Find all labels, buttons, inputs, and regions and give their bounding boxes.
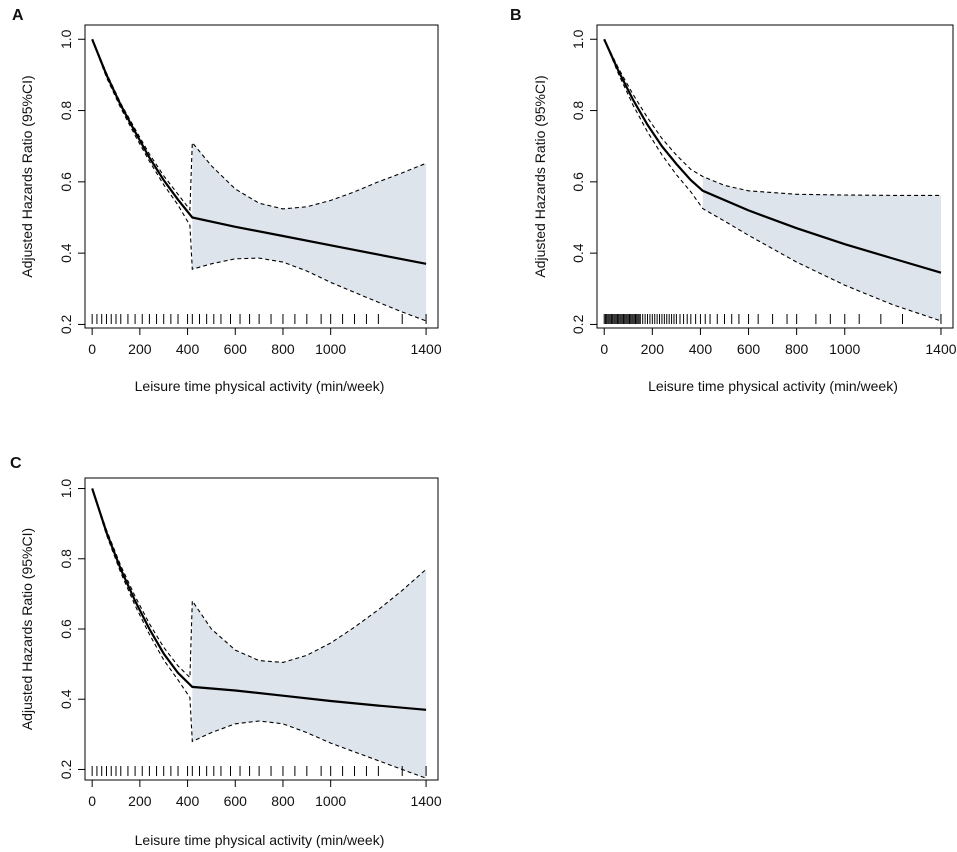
- x-tick-label: 0: [88, 793, 96, 809]
- panel-letter: A: [12, 7, 24, 24]
- ci-band: [192, 569, 427, 779]
- panel-letter: C: [10, 455, 22, 472]
- x-tick-label: 1400: [925, 341, 956, 357]
- x-tick-label: 200: [128, 341, 152, 357]
- ci-upper-line: [603, 39, 941, 196]
- y-tick-label: 0.2: [570, 314, 586, 334]
- panel-letter: B: [510, 7, 522, 24]
- y-tick-label: 1.0: [58, 479, 74, 499]
- y-tick-label: 0.2: [58, 314, 74, 334]
- y-tick-label: 0.6: [570, 172, 586, 192]
- x-tick-label: 200: [641, 341, 665, 357]
- plot-frame: [84, 24, 439, 329]
- chart-panel-b: B 0 200 400 600 800 1000 1400 0.2 0.4 0.6 0.8 1.0 Lei…: [510, 7, 957, 394]
- x-tick-label: 1400: [410, 341, 441, 357]
- y-axis-label: Adjusted Hazards Ratio (95%CI): [532, 75, 548, 277]
- x-tick-label: 600: [737, 341, 761, 357]
- x-tick-label: 0: [600, 341, 608, 357]
- x-tick-label: 600: [224, 793, 248, 809]
- y-tick-label: 0.8: [58, 101, 74, 121]
- x-tick-label: 1000: [315, 341, 346, 357]
- y-tick-label: 0.4: [58, 243, 74, 263]
- hazard-ratio-line: [91, 38, 427, 265]
- x-axis-label: Leisure time physical activity (min/week…: [135, 378, 385, 394]
- ci-upper-line: [91, 39, 427, 212]
- y-tick-label: 1.0: [570, 29, 586, 49]
- x-tick-label: 400: [689, 341, 713, 357]
- chart-panel-a: A 0 200 400 600 800 1000 1400 0.2 0.4 0.6 0.8 1.0 Lei…: [12, 7, 442, 394]
- x-axis-label: Leisure time physical activity (min/week…: [135, 832, 385, 848]
- x-tick-label: 800: [271, 341, 295, 357]
- y-tick-label: 0.4: [570, 243, 586, 263]
- y-axis-label: Adjusted Hazards Ratio (95%CI): [19, 75, 35, 277]
- ci-band: [192, 142, 427, 321]
- ci-lower-line: [91, 39, 427, 322]
- y-tick-label: 0.6: [58, 619, 74, 639]
- y-tick-label: 0.4: [58, 689, 74, 709]
- x-tick-label: 800: [785, 341, 809, 357]
- ci-upper-line: [91, 488, 427, 679]
- ci-lower-line: [91, 488, 427, 779]
- x-tick-label: 800: [271, 793, 295, 809]
- y-tick-label: 0.8: [570, 101, 586, 121]
- ci-lower-line: [603, 39, 942, 322]
- x-tick-label: 400: [176, 341, 200, 357]
- y-tick-label: 0.8: [58, 549, 74, 569]
- x-tick-label: 1000: [829, 341, 860, 357]
- x-tick-label: 400: [176, 793, 200, 809]
- x-tick-label: 1400: [410, 793, 441, 809]
- plot-frame: [596, 24, 954, 329]
- ci-band: [702, 176, 941, 321]
- y-tick-label: 1.0: [58, 29, 74, 49]
- x-tick-label: 0: [88, 341, 96, 357]
- x-tick-label: 1000: [315, 793, 346, 809]
- hazard-ratio-line: [91, 488, 427, 711]
- y-axis-label: Adjusted Hazards Ratio (95%CI): [19, 528, 35, 730]
- x-axis-label: Leisure time physical activity (min/week…: [648, 378, 898, 394]
- hazard-ratio-line: [603, 38, 942, 274]
- y-tick-label: 0.2: [58, 760, 74, 780]
- x-tick-label: 600: [224, 341, 248, 357]
- chart-panel-c: C 0 200 400 600 800 1000 1400 0.2 0.4 0.6 0.8 1.0 Lei…: [10, 455, 442, 848]
- y-tick-label: 0.6: [58, 172, 74, 192]
- x-tick-label: 200: [128, 793, 152, 809]
